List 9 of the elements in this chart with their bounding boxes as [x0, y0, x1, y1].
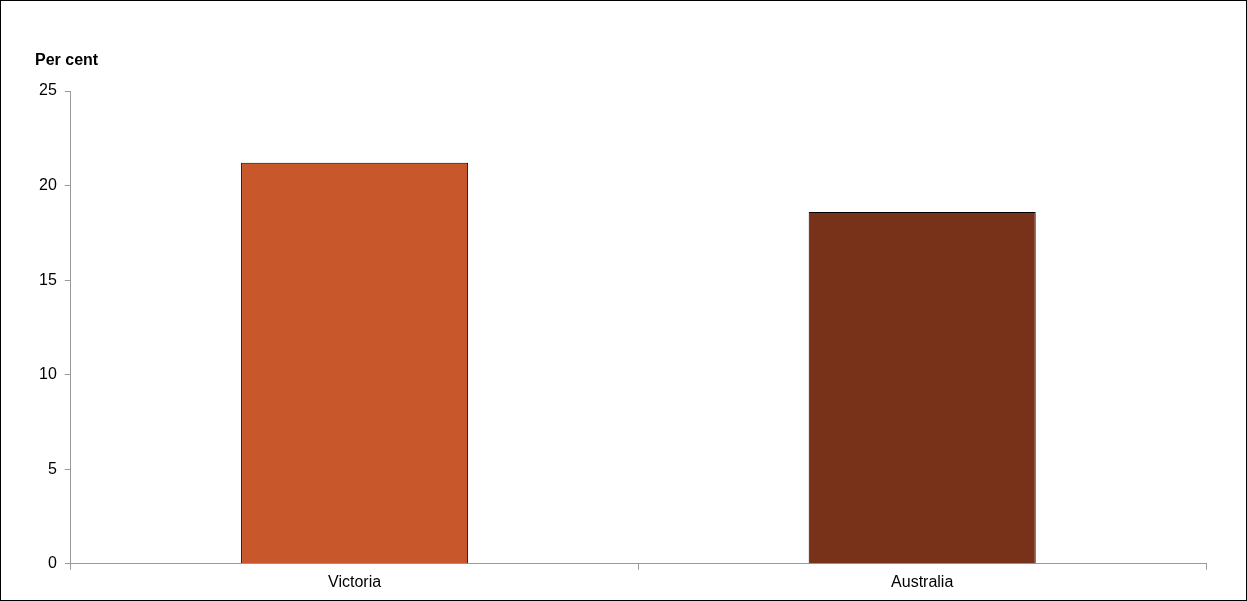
y-tick-label: 5 [47, 459, 57, 477]
y-tick-label: 0 [47, 554, 57, 572]
y-tick-label: 20 [39, 175, 57, 193]
y-tick-label: 25 [39, 81, 57, 99]
y-tick-label: 10 [39, 365, 57, 383]
y-tick-label: 15 [39, 270, 57, 288]
y-axis-title: Per cent [35, 51, 99, 69]
x-tick-label: Australia [891, 572, 954, 590]
x-tick-label: Victoria [328, 572, 382, 590]
